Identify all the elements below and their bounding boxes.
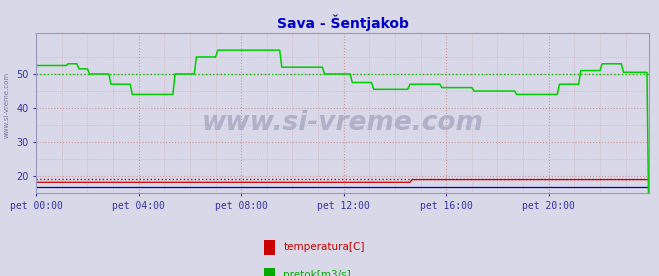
Title: Sava - Šentjakob: Sava - Šentjakob — [277, 14, 409, 31]
Text: pretok[m3/s]: pretok[m3/s] — [283, 270, 351, 276]
Text: temperatura[C]: temperatura[C] — [283, 242, 365, 252]
Text: www.si-vreme.com: www.si-vreme.com — [202, 110, 484, 136]
Text: www.si-vreme.com: www.si-vreme.com — [3, 72, 10, 138]
